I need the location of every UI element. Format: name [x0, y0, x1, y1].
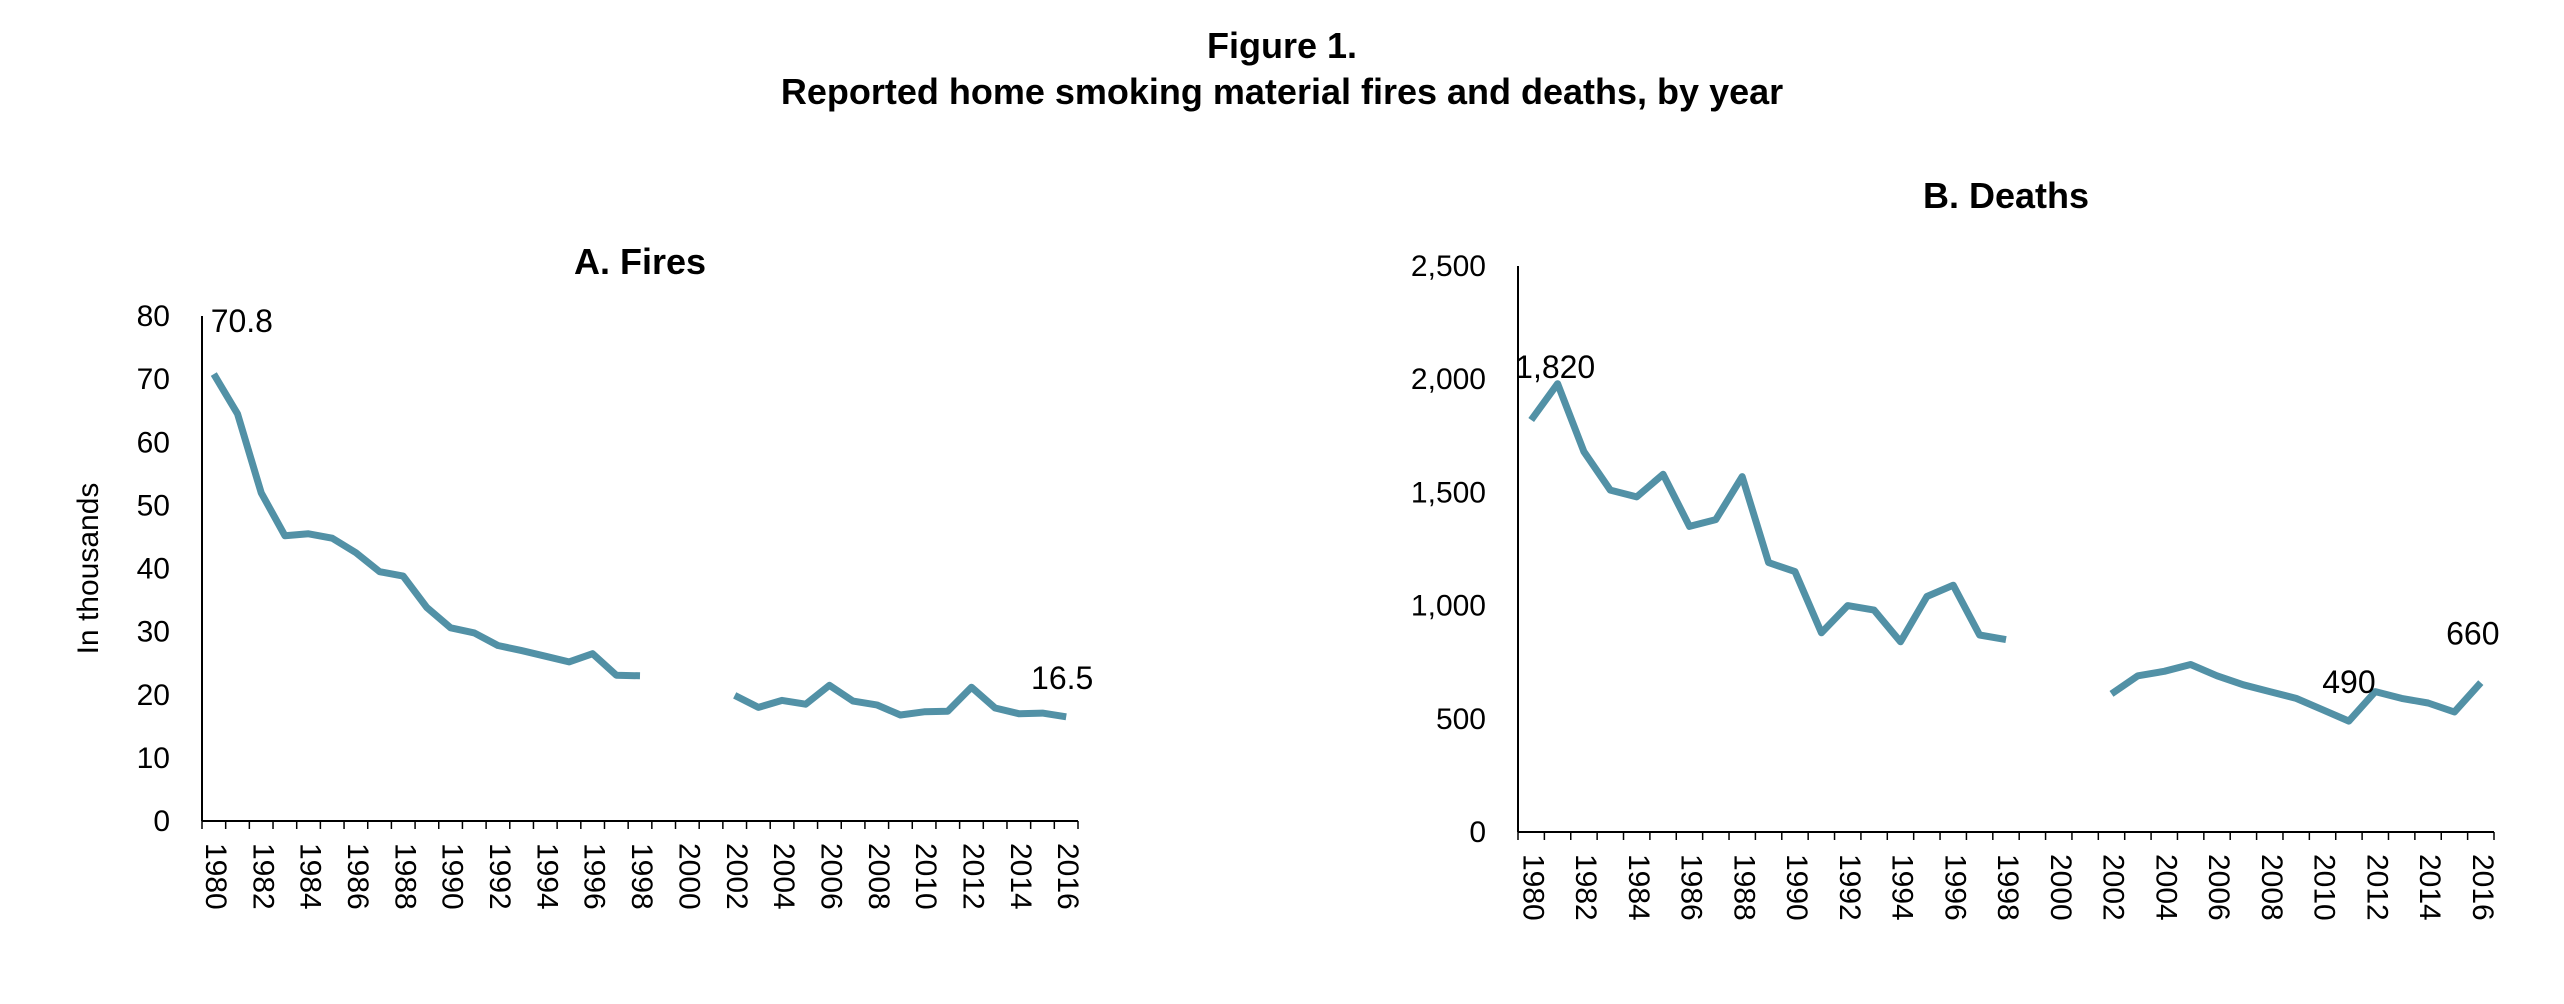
y-tick-label: 0	[1469, 816, 1486, 849]
x-tick-label: 1996	[1938, 854, 1971, 921]
y-tick-label: 10	[137, 742, 170, 775]
x-tick-label: 2012	[957, 843, 990, 910]
y-tick-label: 50	[137, 489, 170, 522]
data-label: 490	[2322, 664, 2375, 700]
y-tick-label: 20	[137, 679, 170, 712]
series-line	[210, 372, 641, 680]
y-tick-label: 500	[1436, 703, 1486, 736]
x-tick-label: 1992	[1833, 854, 1866, 921]
panel-title: A. Fires	[574, 241, 706, 282]
x-tick-label: 1980	[199, 843, 232, 910]
y-tick-label: 70	[137, 363, 170, 396]
x-tick-label: 2014	[2413, 854, 2446, 921]
series-line	[733, 681, 1067, 721]
x-tick-label: 2006	[814, 843, 847, 910]
x-tick-label: 2010	[2308, 854, 2341, 921]
x-tick-label: 2000	[672, 843, 705, 910]
y-axis-label: In thousands	[72, 483, 105, 655]
y-tick-label: 2,000	[1411, 363, 1486, 396]
data-label: 16.5	[1031, 660, 1093, 696]
x-tick-label: 1986	[1675, 854, 1708, 921]
x-tick-label: 2000	[2044, 854, 2077, 921]
x-tick-label: 1990	[1780, 854, 1813, 921]
x-tick-label: 2006	[2202, 854, 2235, 921]
x-tick-label: 2004	[2149, 854, 2182, 921]
x-tick-label: 2014	[1004, 843, 1037, 910]
data-label: 70.8	[211, 303, 273, 339]
x-tick-label: 1984	[294, 843, 327, 910]
data-label: 660	[2446, 616, 2499, 652]
x-tick-label: 1982	[1569, 854, 1602, 921]
x-tick-label: 1996	[578, 843, 611, 910]
x-tick-label: 2010	[909, 843, 942, 910]
x-tick-label: 1984	[1622, 854, 1655, 921]
x-tick-label: 1986	[341, 843, 374, 910]
x-tick-label: 2012	[2360, 854, 2393, 921]
x-tick-label: 2002	[720, 843, 753, 910]
y-tick-label: 30	[137, 616, 170, 649]
x-tick-label: 1992	[483, 843, 516, 910]
y-tick-label: 2,500	[1411, 250, 1486, 283]
y-tick-label: 60	[137, 426, 170, 459]
x-tick-label: 1994	[530, 843, 563, 910]
x-tick-label: 1988	[1727, 854, 1760, 921]
x-tick-label: 1994	[1886, 854, 1919, 921]
x-tick-label: 1980	[1516, 854, 1549, 921]
figure-subtitle: Reported home smoking material fires and…	[780, 71, 1784, 112]
y-tick-label: 1,500	[1411, 476, 1486, 509]
deaths-panel: B. Deaths 0 500 1,000 1,500 2,000 2,500 1980 198…	[1411, 175, 2500, 921]
figure-title: Figure 1.	[1206, 25, 1358, 66]
series-line	[2109, 661, 2484, 725]
x-tick-label: 1998	[625, 843, 658, 910]
x-tick-label: 2004	[767, 843, 800, 910]
x-tick-label: 1990	[436, 843, 469, 910]
x-tick-label: 2002	[2097, 854, 2130, 921]
x-tick-label: 1998	[1991, 854, 2024, 921]
fires-panel: A. Fires In thousands 0 10 20 30 40 50 60 70 80 198…	[72, 241, 1093, 910]
panel-title: B. Deaths	[1923, 175, 2089, 216]
y-tick-label: 80	[137, 300, 170, 333]
x-tick-label: 2008	[862, 843, 895, 910]
x-tick-label: 2016	[2466, 854, 2499, 921]
y-tick-label: 0	[153, 805, 170, 838]
y-tick-label: 1,000	[1411, 590, 1486, 623]
series-line	[1528, 380, 2007, 646]
data-label: 1,820	[1515, 349, 1595, 385]
x-tick-label: 2008	[2255, 854, 2288, 921]
y-tick-label: 40	[137, 553, 170, 586]
x-tick-label: 2016	[1051, 843, 1084, 910]
x-tick-label: 1982	[246, 843, 279, 910]
x-tick-label: 1988	[388, 843, 421, 910]
